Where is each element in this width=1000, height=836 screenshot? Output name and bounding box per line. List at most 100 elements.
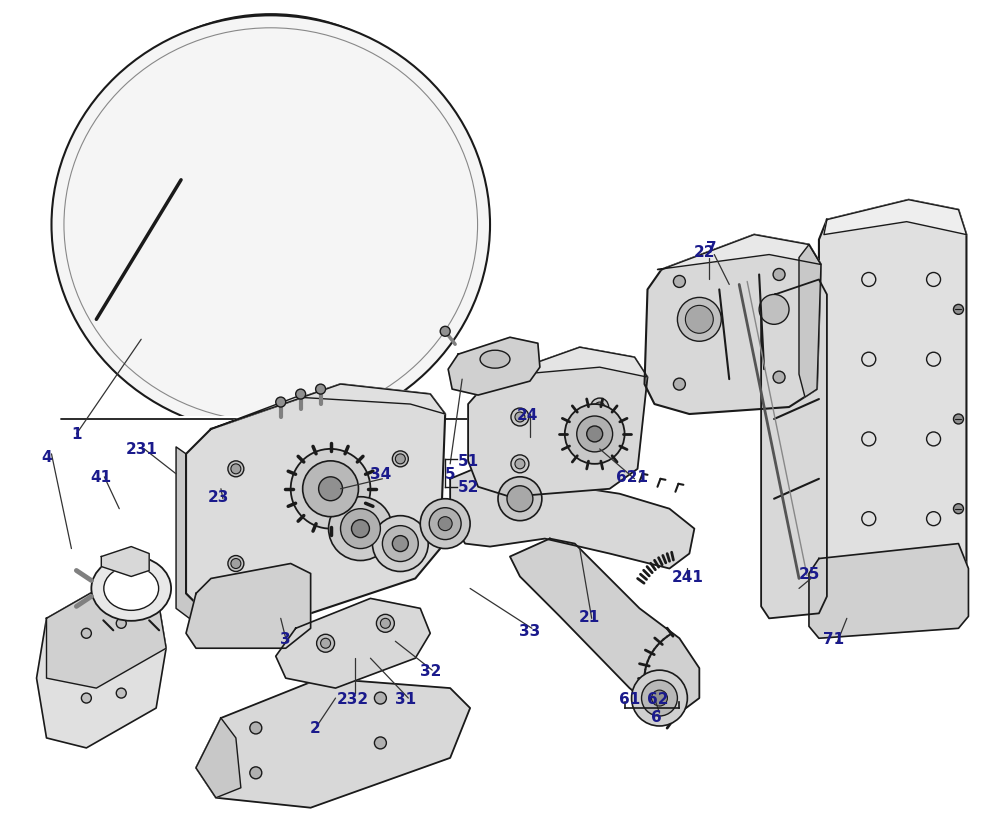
Text: 33: 33 (519, 623, 541, 638)
Text: 24: 24 (517, 407, 539, 422)
Polygon shape (196, 718, 241, 798)
Circle shape (231, 558, 241, 568)
Circle shape (438, 517, 452, 531)
Text: 25: 25 (798, 566, 820, 581)
Polygon shape (824, 201, 966, 235)
Circle shape (515, 459, 525, 469)
Text: 71: 71 (823, 631, 844, 646)
Polygon shape (47, 579, 166, 688)
Text: 61: 61 (619, 691, 640, 706)
Text: 232: 232 (336, 691, 369, 706)
Text: 231: 231 (125, 442, 157, 456)
Text: 34: 34 (370, 466, 391, 482)
Polygon shape (819, 201, 966, 624)
Circle shape (577, 416, 613, 452)
Circle shape (395, 549, 405, 558)
Circle shape (429, 508, 461, 540)
Polygon shape (809, 544, 968, 639)
Text: 52: 52 (457, 480, 479, 495)
Text: 241: 241 (671, 569, 703, 584)
Circle shape (380, 619, 390, 629)
Circle shape (395, 454, 405, 464)
Circle shape (316, 385, 326, 395)
Circle shape (589, 446, 607, 463)
Circle shape (303, 461, 358, 517)
Circle shape (773, 372, 785, 384)
Circle shape (372, 516, 428, 572)
Polygon shape (450, 454, 694, 568)
Circle shape (565, 405, 625, 464)
Polygon shape (510, 539, 699, 713)
Circle shape (511, 456, 529, 473)
Text: 1: 1 (71, 427, 82, 442)
Polygon shape (657, 235, 821, 270)
Polygon shape (468, 348, 648, 497)
Circle shape (953, 415, 963, 425)
Text: 6: 6 (651, 709, 662, 724)
Text: 2: 2 (310, 721, 321, 736)
Text: 3: 3 (280, 631, 291, 646)
Circle shape (351, 520, 369, 538)
Circle shape (642, 681, 677, 716)
Polygon shape (101, 547, 149, 577)
Text: 62: 62 (647, 691, 668, 706)
Circle shape (228, 556, 244, 572)
Bar (42, 416, 500, 834)
Circle shape (953, 504, 963, 514)
Circle shape (685, 306, 713, 334)
Text: 21: 21 (579, 609, 600, 624)
Circle shape (392, 536, 408, 552)
Polygon shape (211, 385, 445, 430)
Text: 51: 51 (458, 454, 479, 469)
Circle shape (81, 629, 91, 639)
Circle shape (632, 670, 687, 726)
Circle shape (382, 526, 418, 562)
Circle shape (276, 398, 286, 407)
Polygon shape (186, 563, 311, 649)
Ellipse shape (51, 17, 490, 435)
Circle shape (515, 412, 525, 422)
Text: 41: 41 (91, 470, 112, 485)
Circle shape (595, 403, 605, 412)
Circle shape (593, 450, 603, 459)
Polygon shape (37, 579, 166, 748)
Circle shape (329, 497, 392, 561)
Polygon shape (276, 599, 430, 688)
Circle shape (317, 635, 335, 652)
Polygon shape (176, 447, 206, 624)
Circle shape (116, 619, 126, 629)
Circle shape (341, 509, 380, 549)
Polygon shape (799, 245, 821, 398)
Circle shape (953, 305, 963, 315)
Circle shape (116, 688, 126, 698)
Text: 621: 621 (616, 470, 648, 485)
Text: 5: 5 (445, 466, 455, 482)
Text: 32: 32 (420, 663, 441, 678)
Circle shape (507, 487, 533, 512)
Circle shape (228, 461, 244, 477)
Circle shape (587, 426, 603, 442)
Text: 23: 23 (208, 490, 230, 505)
Circle shape (759, 295, 789, 325)
Ellipse shape (480, 351, 510, 369)
Circle shape (81, 693, 91, 703)
Circle shape (511, 409, 529, 426)
Polygon shape (645, 235, 821, 415)
Circle shape (773, 269, 785, 281)
Text: 4: 4 (41, 450, 52, 465)
Polygon shape (196, 678, 470, 808)
Ellipse shape (104, 567, 159, 610)
Circle shape (673, 276, 685, 288)
Circle shape (392, 546, 408, 562)
Circle shape (250, 722, 262, 734)
Circle shape (321, 639, 331, 649)
Circle shape (498, 477, 542, 521)
Circle shape (651, 691, 667, 706)
Circle shape (231, 464, 241, 474)
Circle shape (296, 390, 306, 400)
Circle shape (376, 614, 394, 633)
Circle shape (440, 327, 450, 337)
Circle shape (291, 450, 370, 529)
Circle shape (374, 737, 386, 749)
Ellipse shape (62, 15, 479, 436)
